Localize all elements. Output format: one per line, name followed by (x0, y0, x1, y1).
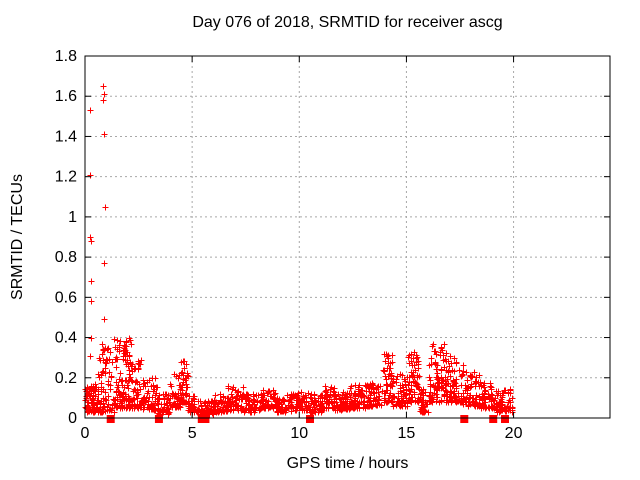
chart-title: Day 076 of 2018, SRMTID for receiver asc… (192, 14, 503, 31)
axis-ticks (84, 55, 610, 419)
zero-square-marker (460, 415, 469, 423)
x-axis-label: GPS time / hours (286, 455, 409, 472)
y-tick-label: 0.8 (55, 249, 77, 266)
y-axis-label: SRMTID / TECUs (9, 174, 26, 300)
x-tick-label: 5 (188, 425, 197, 442)
zero-square-marker (306, 415, 314, 423)
y-tick-label: 1.6 (55, 88, 77, 105)
gridlines (85, 56, 610, 418)
data-points (82, 83, 516, 418)
zero-square-marker (154, 415, 163, 423)
plot-border (84, 55, 611, 419)
zero-square-marker (501, 415, 509, 423)
plot-frame (84, 55, 611, 419)
x-tick-label: 0 (81, 425, 90, 442)
y-tick-label: 0.6 (55, 289, 77, 306)
srmtid-plus-markers (82, 83, 516, 418)
y-tick-label: 1 (68, 209, 77, 226)
y-tick-label: 0.4 (55, 330, 77, 347)
y-tick-label: 1.2 (55, 169, 77, 186)
x-tick-label: 20 (505, 425, 523, 442)
x-tick-label: 10 (290, 425, 308, 442)
zero-square-marker (201, 415, 210, 423)
zero-square-marker (106, 415, 115, 423)
y-tick-label: 0 (68, 410, 77, 427)
axis-tick-labels: 0 0.2 0.4 0.6 0.8 1 1.2 1.4 1.6 1.8 0 5 10 15 20 (55, 48, 523, 442)
zero-square-marker (489, 415, 498, 423)
y-tick-label: 1.4 (55, 128, 77, 145)
zero-value-markers (106, 415, 509, 423)
x-tick-label: 15 (398, 425, 416, 442)
y-tick-label: 0.2 (55, 370, 77, 387)
y-tick-label: 1.8 (55, 48, 77, 65)
